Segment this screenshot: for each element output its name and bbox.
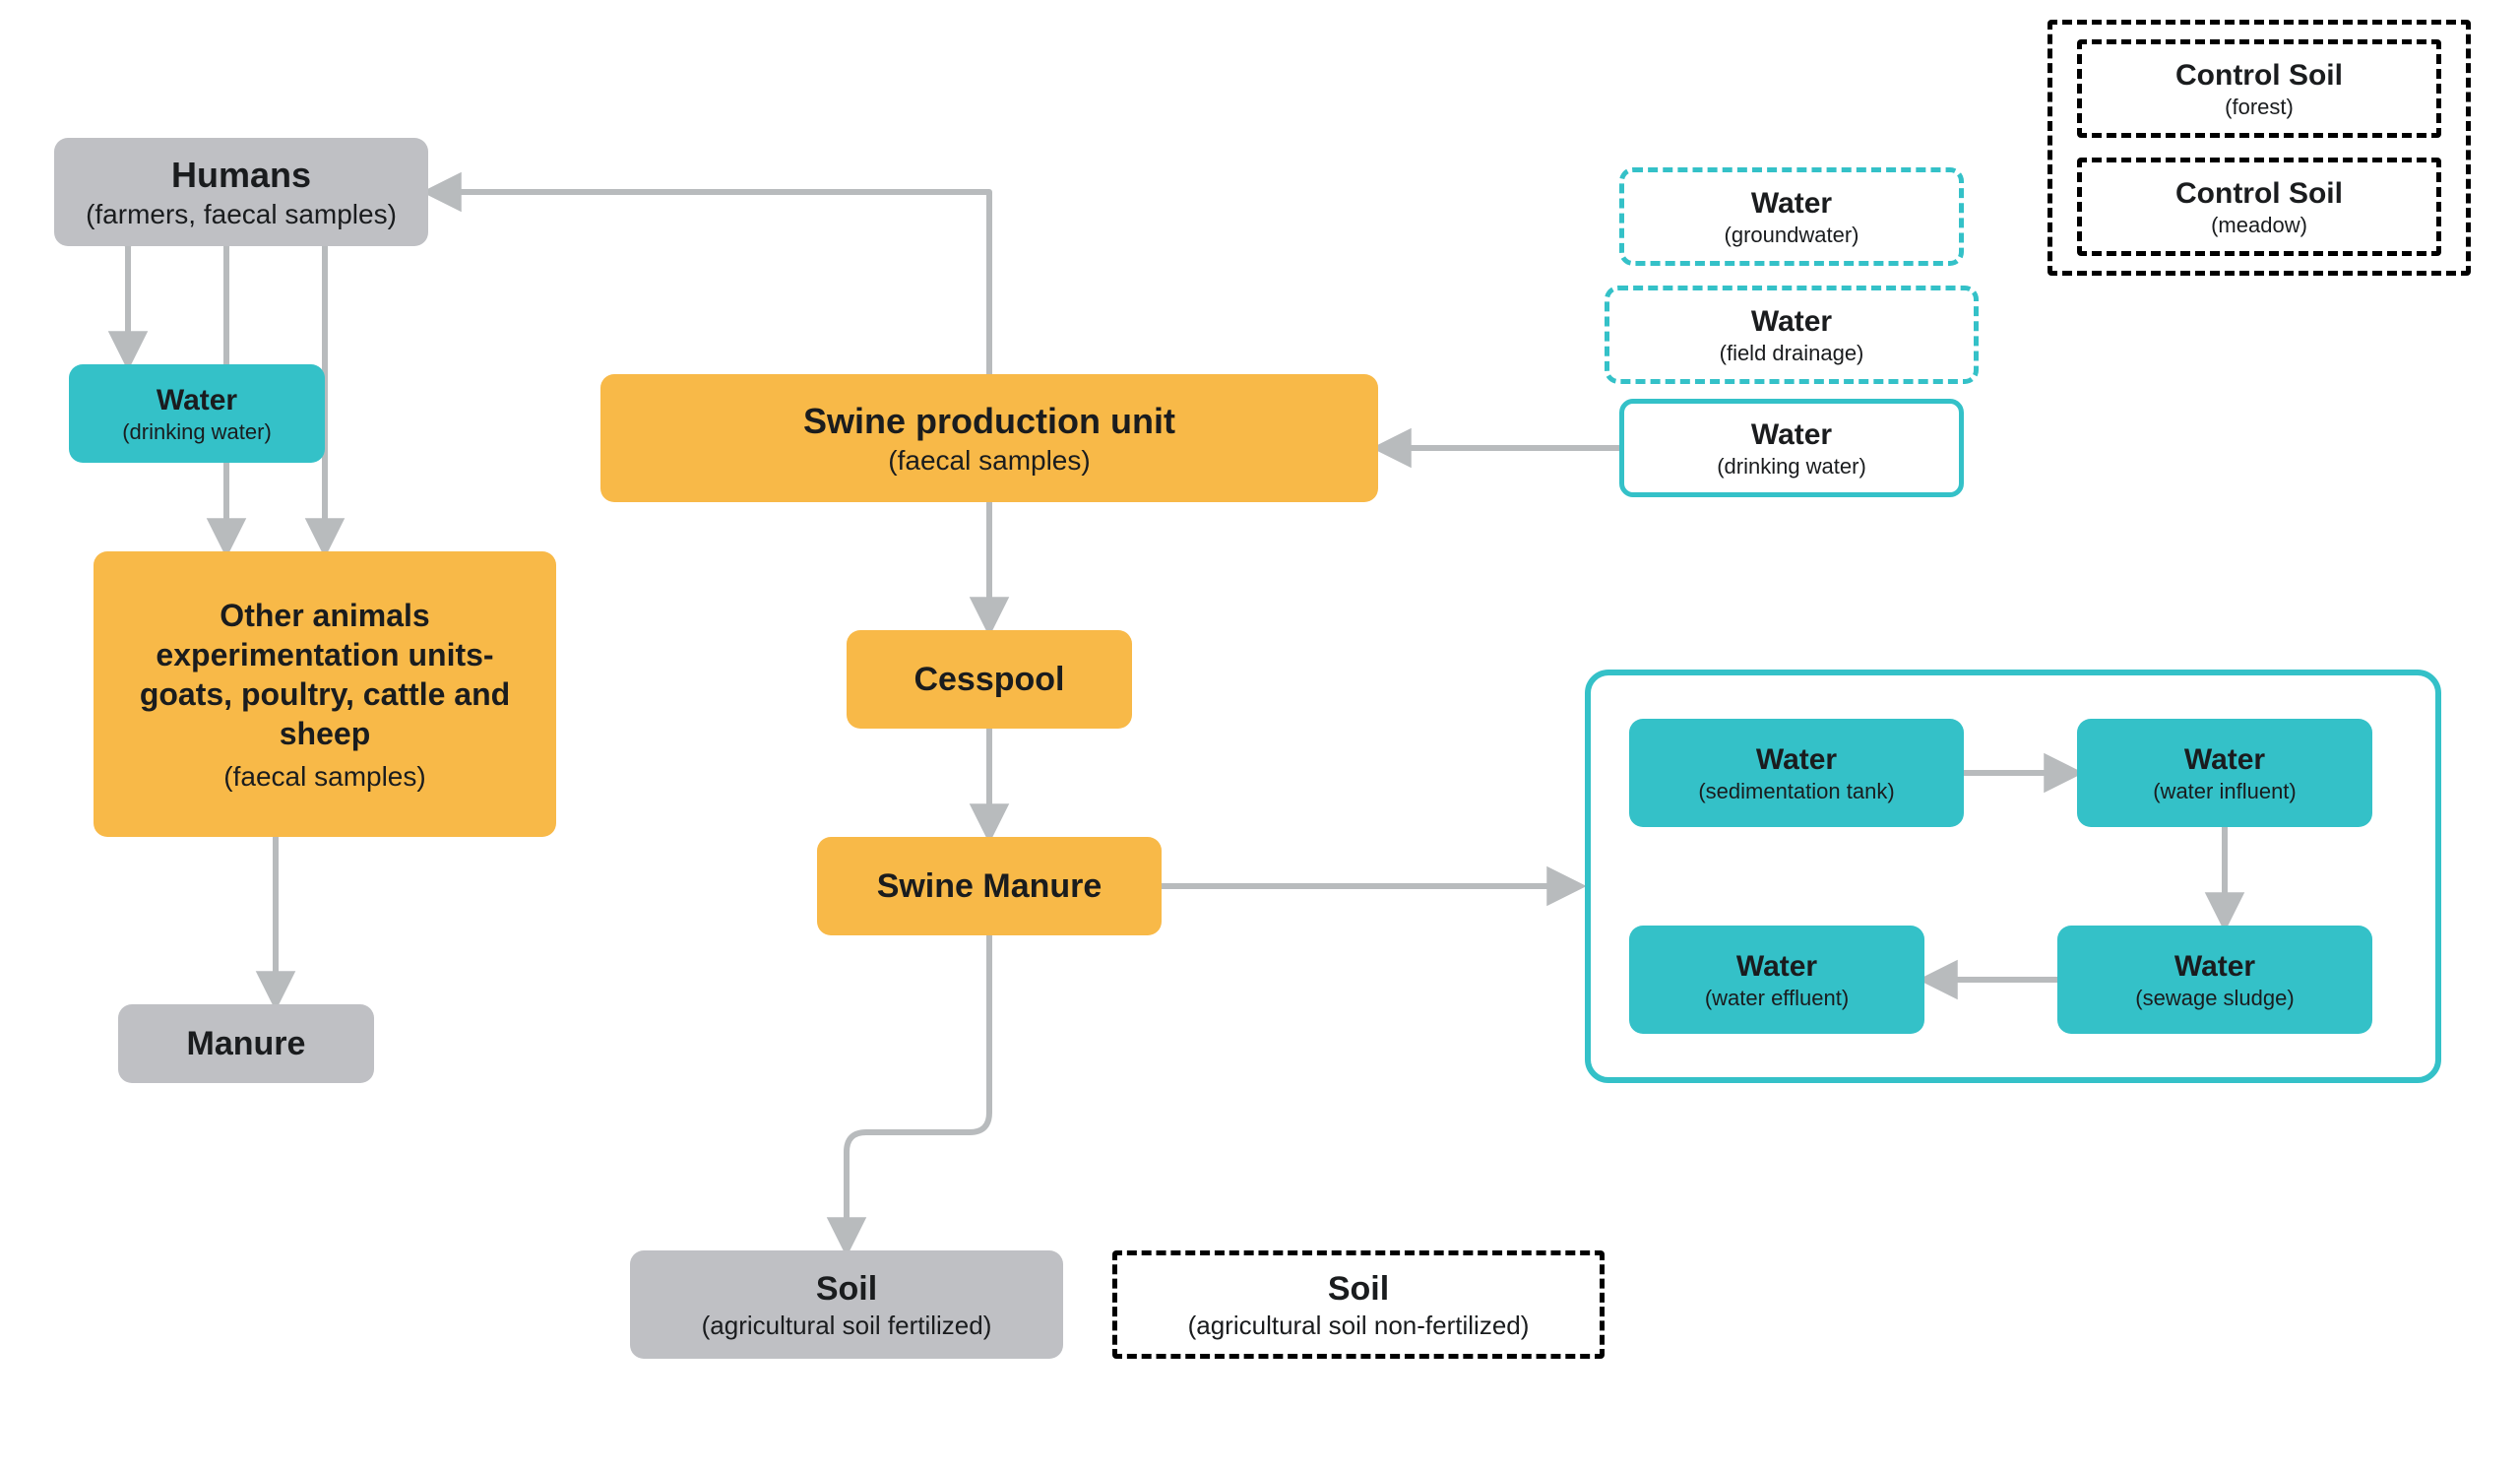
node-title: Cesspool [914, 659, 1064, 701]
node-title: Water [1751, 416, 1832, 454]
node-title: Water [1756, 741, 1837, 779]
edge-swine_manure-soil_fert [847, 935, 989, 1250]
node-control-soil-meadow: Control Soil (meadow) [2077, 158, 2441, 256]
node-title: Water [2174, 948, 2255, 986]
node-title: Water [1736, 948, 1817, 986]
node-sub: (groundwater) [1725, 222, 1859, 249]
node-sub: (agricultural soil non-fertilized) [1188, 1310, 1530, 1342]
node-water-drinking-right: Water (drinking water) [1619, 399, 1964, 497]
node-control-soil-forest: Control Soil (forest) [2077, 39, 2441, 138]
node-title: Soil [816, 1268, 877, 1311]
node-sub: (meadow) [2211, 212, 2307, 239]
node-water-field-drainage: Water (field drainage) [1605, 286, 1979, 384]
node-sub: (field drainage) [1720, 340, 1864, 367]
node-title: Manure [187, 1023, 306, 1065]
edge-swine_unit-humans [428, 192, 989, 374]
node-water-drinking-left: Water (drinking water) [69, 364, 325, 463]
node-soil-fertilized: Soil (agricultural soil fertilized) [630, 1250, 1063, 1359]
node-sub: (faecal samples) [223, 759, 425, 794]
flowchart-canvas: Humans (farmers, faecal samples) Water (… [0, 0, 2520, 1471]
node-title: Swine Manure [877, 865, 1102, 908]
node-title: Water [2184, 741, 2265, 779]
node-title: Water [157, 382, 237, 419]
node-title: Control Soil [2175, 175, 2343, 213]
node-title: Other animals experimentation units- goa… [118, 596, 532, 753]
node-sub: (sewage sludge) [2135, 985, 2294, 1012]
node-sub: (agricultural soil fertilized) [702, 1310, 992, 1342]
node-soil-non-fertilized: Soil (agricultural soil non-fertilized) [1112, 1250, 1605, 1359]
node-sub: (water effluent) [1705, 985, 1849, 1012]
node-water-sedimentation: Water (sedimentation tank) [1629, 719, 1964, 827]
node-water-influent: Water (water influent) [2077, 719, 2372, 827]
node-title: Swine production unit [803, 399, 1175, 443]
node-title: Water [1751, 303, 1832, 341]
node-sub: (drinking water) [1717, 453, 1866, 480]
node-sub: (faecal samples) [888, 443, 1090, 478]
node-sub: (sedimentation tank) [1698, 778, 1894, 805]
node-swine-production-unit: Swine production unit (faecal samples) [600, 374, 1378, 502]
node-title: Water [1751, 185, 1832, 223]
node-title: Soil [1328, 1268, 1389, 1311]
node-water-effluent: Water (water effluent) [1629, 926, 1924, 1034]
node-manure: Manure [118, 1004, 374, 1083]
node-sub: (drinking water) [122, 418, 272, 446]
node-title: Humans [171, 153, 311, 197]
node-humans: Humans (farmers, faecal samples) [54, 138, 428, 246]
node-other-animals: Other animals experimentation units- goa… [94, 551, 556, 837]
node-sub: (forest) [2225, 94, 2294, 121]
node-sub: (water influent) [2153, 778, 2297, 805]
node-water-sludge: Water (sewage sludge) [2057, 926, 2372, 1034]
node-water-groundwater: Water (groundwater) [1619, 167, 1964, 266]
node-sub: (farmers, faecal samples) [86, 197, 397, 231]
node-title: Control Soil [2175, 57, 2343, 95]
node-swine-manure: Swine Manure [817, 837, 1162, 935]
node-cesspool: Cesspool [847, 630, 1132, 729]
